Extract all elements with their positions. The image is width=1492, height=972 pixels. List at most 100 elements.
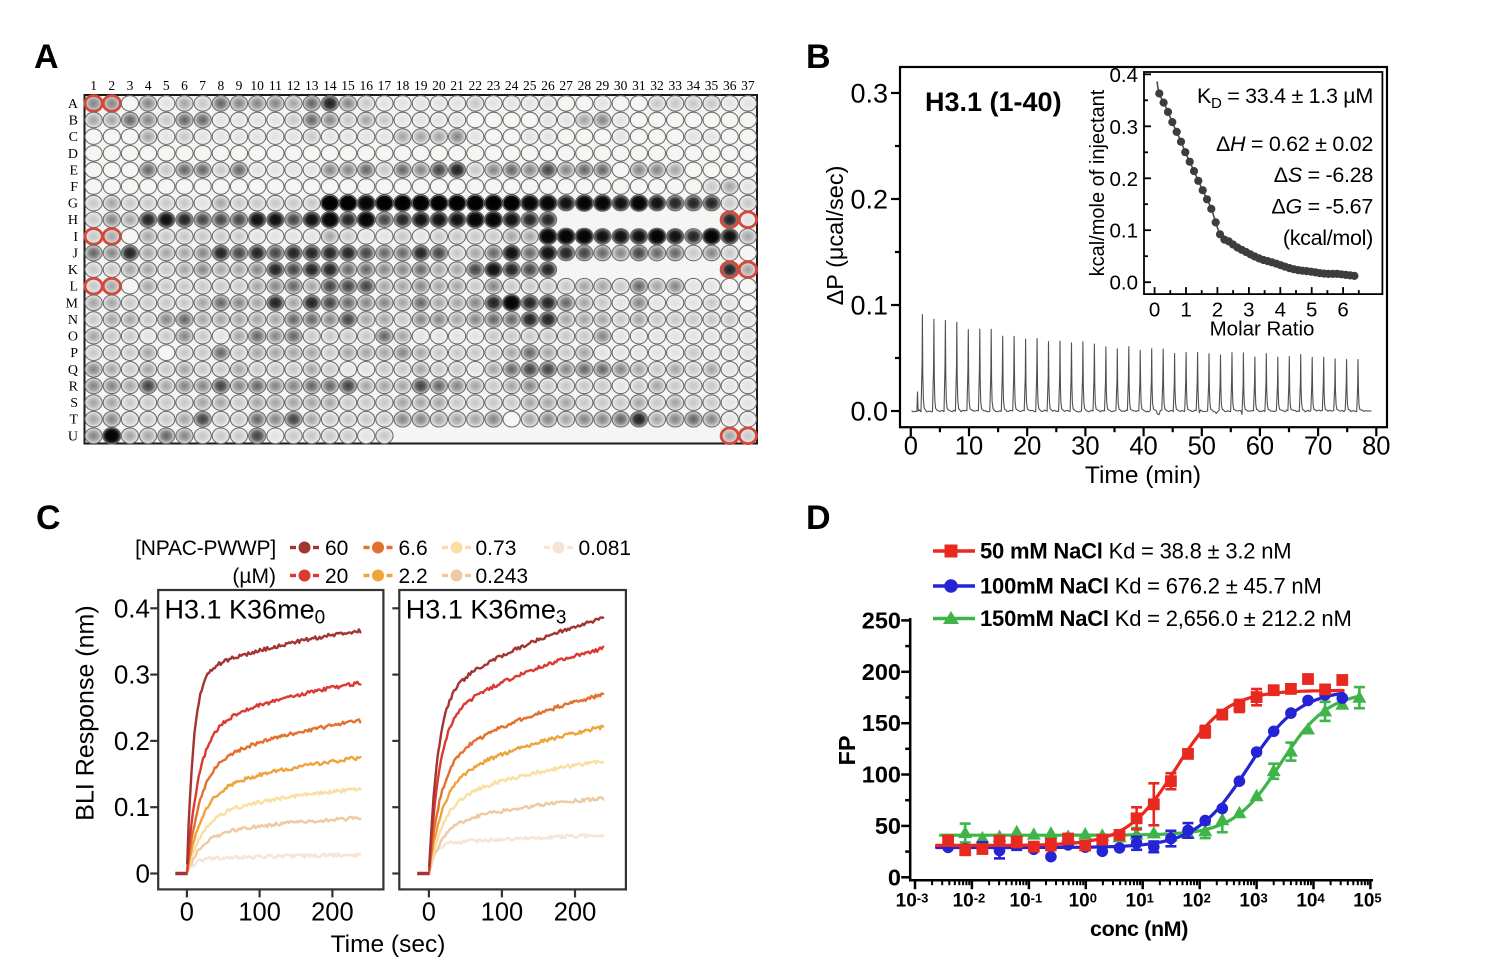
svg-text:50: 50 — [1188, 433, 1216, 461]
svg-text:80: 80 — [1362, 433, 1390, 461]
svg-text:7: 7 — [199, 78, 206, 93]
svg-text:12: 12 — [287, 78, 301, 93]
svg-text:H3.1 K36me0: H3.1 K36me0 — [165, 595, 326, 629]
svg-text:36: 36 — [723, 78, 737, 93]
svg-text:M: M — [66, 296, 79, 311]
svg-text:BLI Response (nm): BLI Response (nm) — [72, 605, 100, 820]
svg-text:6: 6 — [1337, 299, 1348, 322]
svg-text:0.1: 0.1 — [850, 291, 888, 321]
svg-text:14: 14 — [323, 78, 337, 93]
svg-text:G: G — [68, 197, 78, 212]
svg-text:1: 1 — [1180, 299, 1191, 322]
svg-text:150mM NaCl Kd = 2,656.0 ± 212.: 150mM NaCl Kd = 2,656.0 ± 212.2 nM — [980, 606, 1352, 631]
svg-text:Q: Q — [68, 363, 78, 378]
svg-text:6.6: 6.6 — [399, 537, 428, 560]
svg-text:J: J — [73, 246, 79, 261]
svg-text:101: 101 — [1126, 890, 1154, 911]
svg-text:O: O — [68, 330, 78, 345]
svg-text:1: 1 — [90, 78, 97, 93]
svg-text:A: A — [34, 38, 59, 76]
svg-text:0.243: 0.243 — [476, 565, 529, 588]
svg-text:conc (nM): conc (nM) — [1090, 917, 1188, 941]
svg-text:10-2: 10-2 — [953, 890, 986, 911]
svg-text:35: 35 — [705, 78, 719, 93]
svg-text:0.0: 0.0 — [1110, 272, 1139, 295]
svg-text:19: 19 — [414, 78, 428, 93]
svg-text:Time (sec): Time (sec) — [331, 931, 446, 958]
svg-text:C: C — [36, 499, 61, 537]
svg-text:A: A — [68, 97, 79, 112]
svg-text:30: 30 — [1071, 433, 1099, 461]
svg-text:3: 3 — [127, 78, 134, 93]
svg-text:27: 27 — [559, 78, 573, 93]
svg-text:5: 5 — [1306, 299, 1317, 322]
svg-text:5: 5 — [163, 78, 170, 93]
svg-text:B: B — [69, 114, 78, 129]
svg-text:9: 9 — [236, 78, 243, 93]
svg-text:0.4: 0.4 — [114, 593, 150, 623]
svg-text:33: 33 — [668, 78, 682, 93]
svg-text:104: 104 — [1296, 890, 1325, 911]
svg-text:3: 3 — [1243, 299, 1254, 322]
svg-text:100: 100 — [238, 899, 281, 927]
svg-text:150: 150 — [862, 710, 901, 736]
svg-text:25: 25 — [523, 78, 537, 93]
svg-text:0.73: 0.73 — [476, 537, 517, 560]
svg-text:30: 30 — [614, 78, 628, 93]
svg-text:0.3: 0.3 — [1110, 116, 1139, 139]
svg-text:32: 32 — [650, 78, 664, 93]
svg-text:18: 18 — [396, 78, 410, 93]
svg-text:34: 34 — [687, 78, 701, 93]
svg-text:11: 11 — [269, 78, 282, 93]
svg-text:0.2: 0.2 — [1110, 168, 1139, 191]
svg-text:0.3: 0.3 — [850, 79, 888, 109]
svg-text:26: 26 — [541, 78, 555, 93]
svg-text:0: 0 — [904, 433, 918, 461]
svg-text:20: 20 — [432, 78, 446, 93]
svg-text:P: P — [70, 346, 78, 361]
svg-text:21: 21 — [450, 78, 464, 93]
svg-text:C: C — [69, 130, 78, 145]
svg-text:10-1: 10-1 — [1010, 890, 1043, 911]
svg-text:kcal/mole of injectant: kcal/mole of injectant — [1087, 89, 1109, 276]
svg-text:L: L — [69, 280, 78, 295]
svg-text:100: 100 — [481, 899, 524, 927]
svg-text:200: 200 — [554, 899, 597, 927]
svg-text:103: 103 — [1239, 890, 1267, 911]
svg-text:ΔP (μcal/sec): ΔP (μcal/sec) — [822, 166, 848, 306]
svg-text:4: 4 — [1275, 299, 1286, 322]
svg-text:0.081: 0.081 — [579, 537, 632, 560]
svg-text:100mM NaCl Kd = 676.2 ± 45.7 n: 100mM NaCl Kd = 676.2 ± 45.7 nM — [980, 574, 1322, 599]
svg-text:15: 15 — [341, 78, 355, 93]
svg-text:T: T — [69, 413, 78, 428]
svg-text:H3.1 (1-40): H3.1 (1-40) — [925, 87, 1062, 117]
svg-text:37: 37 — [741, 78, 755, 93]
svg-text:2.2: 2.2 — [399, 565, 428, 588]
svg-text:31: 31 — [632, 78, 646, 93]
svg-text:0.2: 0.2 — [850, 185, 888, 215]
svg-text:D: D — [68, 147, 78, 162]
svg-text:60: 60 — [1246, 433, 1274, 461]
svg-text:250: 250 — [862, 607, 901, 633]
svg-text:0.2: 0.2 — [114, 726, 150, 756]
svg-text:B: B — [806, 38, 831, 76]
svg-text:0: 0 — [136, 859, 150, 889]
svg-text:0.0: 0.0 — [850, 397, 888, 427]
svg-text:29: 29 — [596, 78, 610, 93]
svg-text:(µM): (µM) — [232, 565, 276, 588]
svg-text:4: 4 — [145, 78, 152, 93]
svg-text:20: 20 — [1013, 433, 1041, 461]
svg-text:50: 50 — [875, 813, 901, 839]
svg-text:0.3: 0.3 — [114, 660, 150, 690]
svg-text:ΔH = 0.62 ± 0.02: ΔH = 0.62 ± 0.02 — [1216, 132, 1373, 156]
svg-text:10-3: 10-3 — [896, 890, 929, 911]
svg-text:FP: FP — [834, 735, 860, 765]
svg-text:0.1: 0.1 — [114, 792, 150, 822]
svg-text:6: 6 — [181, 78, 188, 93]
svg-text:[NPAC-PWWP]: [NPAC-PWWP] — [135, 537, 276, 560]
svg-text:200: 200 — [311, 899, 354, 927]
svg-text:0: 0 — [1149, 299, 1160, 322]
svg-text:10: 10 — [250, 78, 264, 93]
svg-text:100: 100 — [1069, 890, 1097, 911]
svg-text:ΔG = -5.67: ΔG = -5.67 — [1271, 195, 1373, 219]
